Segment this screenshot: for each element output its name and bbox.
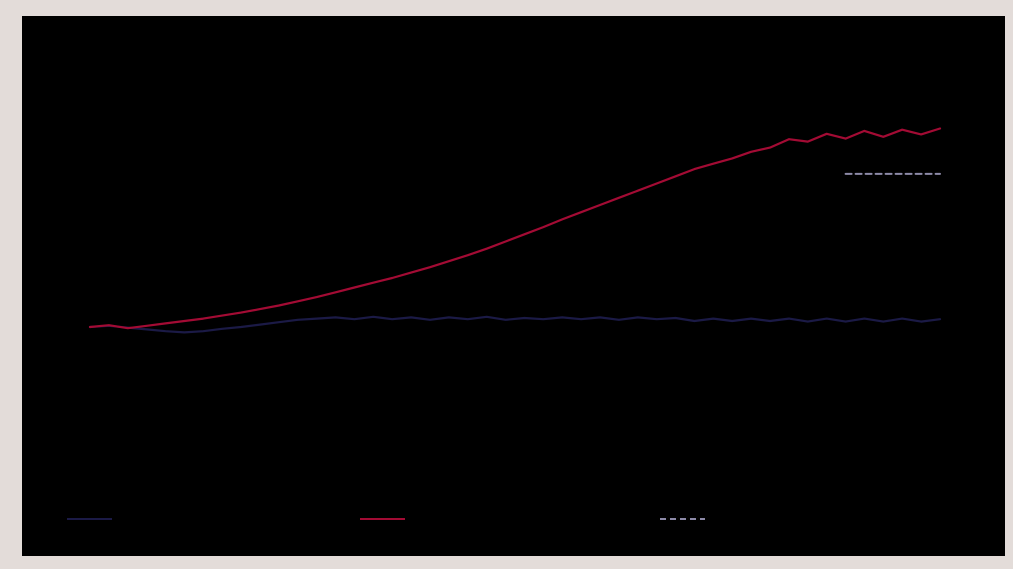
chart-panel xyxy=(22,16,1005,556)
series-line-navy xyxy=(88,315,942,334)
series-line-red xyxy=(88,127,942,330)
plot-area xyxy=(88,127,942,334)
line-chart xyxy=(67,127,942,520)
